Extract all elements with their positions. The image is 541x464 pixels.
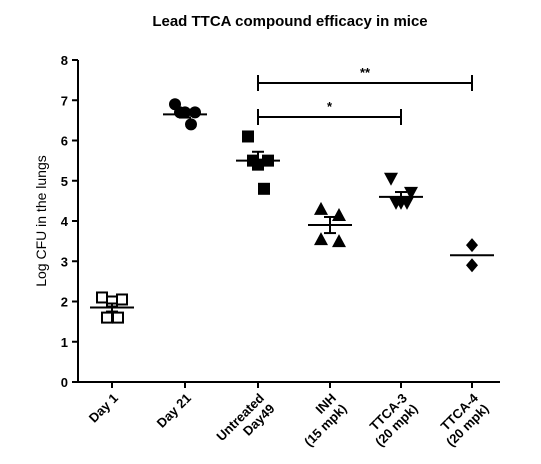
- point: [112, 311, 124, 324]
- significance-label: **: [360, 65, 371, 80]
- point: [314, 232, 328, 246]
- y-tick-label: 1: [61, 335, 68, 350]
- chart-title: Lead TTCA compound efficacy in mice: [152, 13, 427, 30]
- x-tick-label: Day 21: [154, 390, 194, 430]
- point: [332, 207, 346, 221]
- y-tick-label: 4: [61, 214, 69, 229]
- point: [101, 311, 113, 324]
- point: [185, 118, 197, 131]
- y-tick-label: 0: [61, 375, 68, 390]
- y-tick-label: 7: [61, 93, 68, 108]
- point: [116, 293, 128, 306]
- point: [258, 182, 270, 195]
- y-axis-label: Log CFU in the lungs: [33, 155, 49, 287]
- point: [389, 196, 403, 210]
- significance-label: *: [327, 99, 333, 114]
- y-tick-label: 5: [61, 174, 68, 189]
- point: [384, 172, 398, 186]
- y-tick-label: 2: [61, 295, 68, 310]
- x-tick-label: TTCA-3(20 mpk): [362, 390, 421, 449]
- x-tick-label: Day 1: [86, 390, 121, 425]
- x-tick-label: INH(15 mpk): [291, 390, 350, 449]
- point: [314, 201, 328, 215]
- point: [466, 258, 478, 273]
- x-tick-label: UntreatedDay49: [213, 390, 277, 454]
- point: [332, 234, 346, 248]
- y-tick-label: 8: [61, 53, 68, 68]
- point: [466, 238, 478, 253]
- point: [400, 196, 414, 210]
- y-tick-label: 3: [61, 254, 68, 269]
- x-tick-label: TTCA-4(20 mpk): [433, 390, 493, 450]
- y-tick-label: 6: [61, 134, 68, 149]
- point: [404, 186, 418, 200]
- point: [242, 130, 254, 143]
- point: [96, 291, 108, 304]
